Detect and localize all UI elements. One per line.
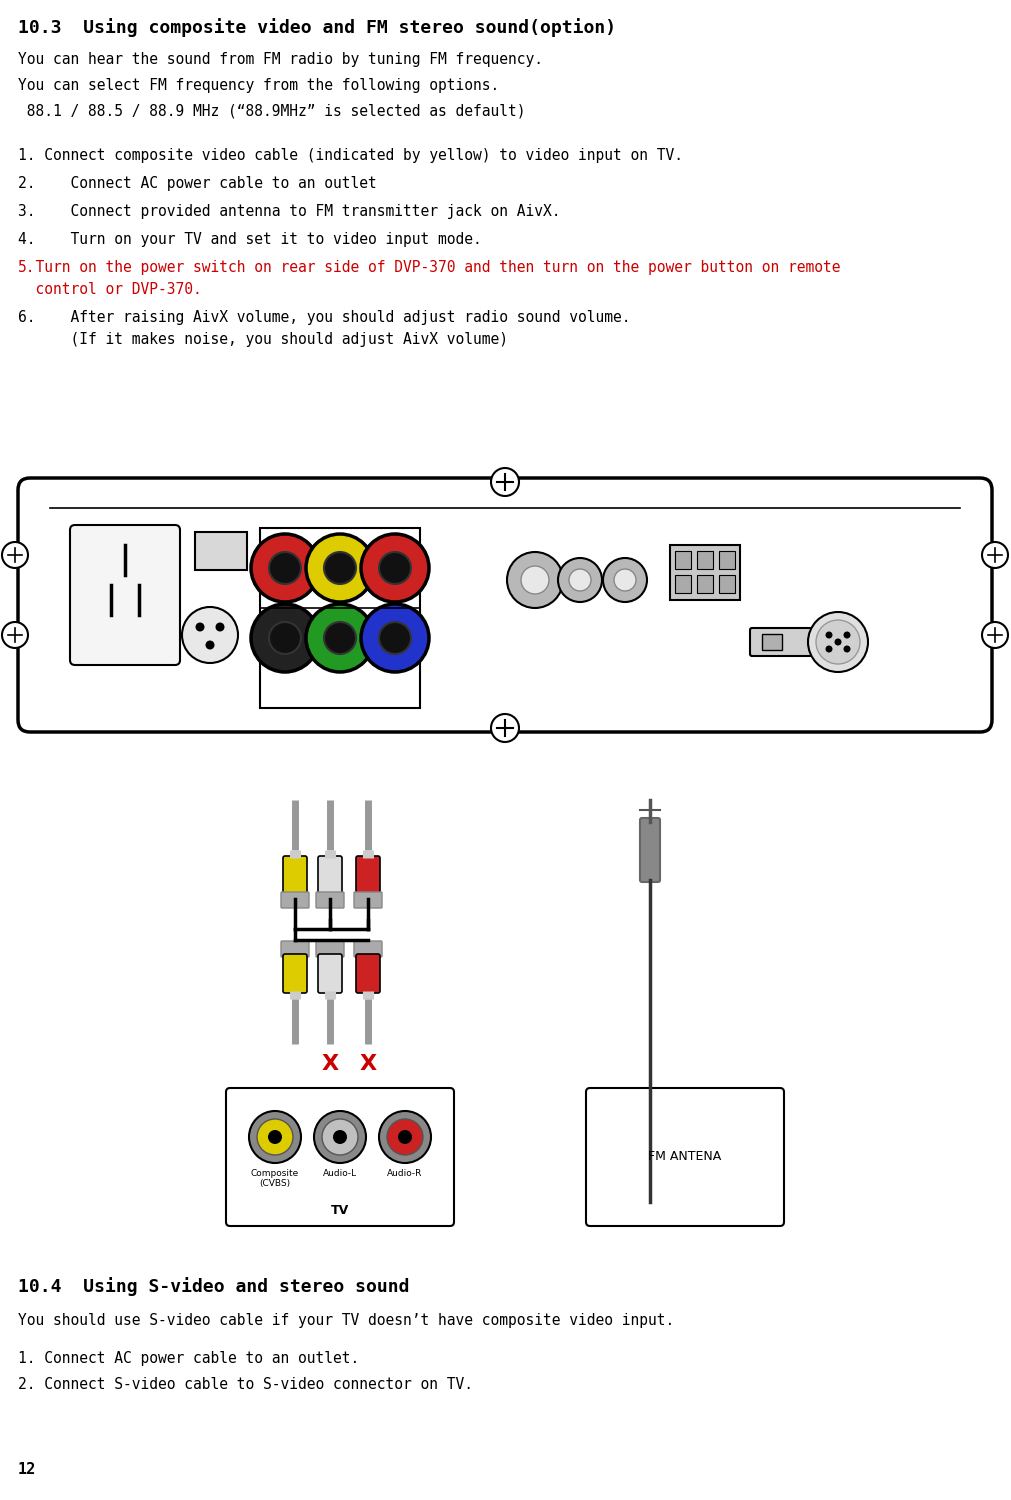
FancyBboxPatch shape	[356, 954, 380, 993]
FancyBboxPatch shape	[586, 1088, 784, 1226]
Text: X: X	[360, 1054, 376, 1074]
Circle shape	[321, 1119, 358, 1155]
FancyBboxPatch shape	[750, 628, 812, 656]
Circle shape	[398, 1130, 412, 1144]
Circle shape	[361, 604, 429, 672]
FancyBboxPatch shape	[640, 818, 660, 882]
Circle shape	[324, 622, 356, 654]
Circle shape	[379, 1112, 431, 1162]
Text: 2. Connect S-video cable to S-video connector on TV.: 2. Connect S-video cable to S-video conn…	[18, 1377, 473, 1392]
Circle shape	[257, 1119, 293, 1155]
FancyBboxPatch shape	[697, 550, 713, 568]
FancyBboxPatch shape	[762, 634, 782, 650]
Circle shape	[269, 552, 301, 584]
Circle shape	[834, 639, 841, 645]
Circle shape	[182, 608, 238, 663]
Circle shape	[306, 604, 374, 672]
FancyBboxPatch shape	[70, 525, 180, 664]
FancyBboxPatch shape	[697, 574, 713, 592]
Text: Composite
(CVBS): Composite (CVBS)	[251, 1168, 299, 1188]
Text: control or DVP-370.: control or DVP-370.	[18, 282, 202, 297]
Circle shape	[569, 568, 591, 591]
FancyBboxPatch shape	[675, 574, 691, 592]
Circle shape	[249, 1112, 301, 1162]
FancyBboxPatch shape	[316, 940, 344, 957]
Text: Audio-L: Audio-L	[323, 1168, 357, 1178]
Circle shape	[507, 552, 563, 608]
Text: 6.    After raising AivX volume, you should adjust radio sound volume.: 6. After raising AivX volume, you should…	[18, 310, 631, 326]
Circle shape	[808, 612, 868, 672]
Text: You should use S-video cable if your TV doesn’t have composite video input.: You should use S-video cable if your TV …	[18, 1312, 674, 1328]
Text: 4.    Turn on your TV and set it to video input mode.: 4. Turn on your TV and set it to video i…	[18, 232, 482, 248]
FancyBboxPatch shape	[354, 892, 382, 908]
Text: (If it makes noise, you should adjust AivX volume): (If it makes noise, you should adjust Ai…	[18, 332, 508, 346]
FancyBboxPatch shape	[316, 892, 344, 908]
Circle shape	[324, 552, 356, 584]
Circle shape	[982, 622, 1008, 648]
Circle shape	[268, 1130, 282, 1144]
FancyBboxPatch shape	[281, 940, 309, 957]
FancyBboxPatch shape	[283, 856, 307, 895]
Text: 88.1 / 88.5 / 88.9 MHz (“88.9MHz” is selected as default): 88.1 / 88.5 / 88.9 MHz (“88.9MHz” is sel…	[18, 104, 526, 118]
FancyBboxPatch shape	[675, 550, 691, 568]
Circle shape	[982, 542, 1008, 568]
Text: 2.    Connect AC power cable to an outlet: 2. Connect AC power cable to an outlet	[18, 176, 377, 190]
Circle shape	[816, 620, 860, 664]
Text: Audio-R: Audio-R	[387, 1168, 423, 1178]
FancyBboxPatch shape	[281, 892, 309, 908]
Circle shape	[2, 622, 28, 648]
FancyBboxPatch shape	[670, 544, 740, 600]
Text: 3.    Connect provided antenna to FM transmitter jack on AivX.: 3. Connect provided antenna to FM transm…	[18, 204, 560, 219]
Text: 12: 12	[18, 1462, 36, 1478]
Circle shape	[491, 714, 519, 742]
Text: 10.4  Using S-video and stereo sound: 10.4 Using S-video and stereo sound	[18, 1276, 409, 1296]
FancyBboxPatch shape	[226, 1088, 454, 1226]
Circle shape	[826, 632, 832, 639]
Text: You can select FM frequency from the following options.: You can select FM frequency from the fol…	[18, 78, 499, 93]
Circle shape	[379, 622, 411, 654]
Circle shape	[269, 622, 301, 654]
Text: 5.: 5.	[18, 260, 35, 274]
Circle shape	[614, 568, 636, 591]
FancyBboxPatch shape	[195, 532, 247, 570]
Circle shape	[251, 604, 319, 672]
Circle shape	[387, 1119, 423, 1155]
FancyBboxPatch shape	[354, 940, 382, 957]
Circle shape	[491, 468, 519, 496]
Circle shape	[306, 534, 374, 602]
Circle shape	[251, 534, 319, 602]
Circle shape	[826, 645, 832, 652]
Text: 1. Connect composite video cable (indicated by yellow) to video input on TV.: 1. Connect composite video cable (indica…	[18, 148, 683, 164]
Circle shape	[215, 622, 224, 632]
Circle shape	[843, 632, 850, 639]
FancyBboxPatch shape	[318, 856, 342, 895]
FancyBboxPatch shape	[318, 954, 342, 993]
Circle shape	[195, 622, 204, 632]
Circle shape	[843, 645, 850, 652]
Circle shape	[314, 1112, 366, 1162]
Circle shape	[205, 640, 214, 650]
Text: You can hear the sound from FM radio by tuning FM frequency.: You can hear the sound from FM radio by …	[18, 53, 543, 68]
Circle shape	[361, 534, 429, 602]
Circle shape	[558, 558, 602, 602]
Text: FM ANTENA: FM ANTENA	[648, 1150, 722, 1164]
Text: 1. Connect AC power cable to an outlet.: 1. Connect AC power cable to an outlet.	[18, 1352, 359, 1366]
Circle shape	[333, 1130, 347, 1144]
FancyBboxPatch shape	[719, 574, 735, 592]
Circle shape	[379, 552, 411, 584]
FancyBboxPatch shape	[18, 478, 992, 732]
FancyBboxPatch shape	[356, 856, 380, 895]
Text: Turn on the power switch on rear side of DVP-370 and then turn on the power butt: Turn on the power switch on rear side of…	[18, 260, 840, 274]
Circle shape	[603, 558, 647, 602]
Text: 10.3  Using composite video and FM stereo sound(option): 10.3 Using composite video and FM stereo…	[18, 18, 616, 38]
FancyBboxPatch shape	[719, 550, 735, 568]
Circle shape	[2, 542, 28, 568]
Circle shape	[521, 566, 549, 594]
Text: TV: TV	[331, 1204, 349, 1216]
Text: X: X	[321, 1054, 339, 1074]
FancyBboxPatch shape	[283, 954, 307, 993]
